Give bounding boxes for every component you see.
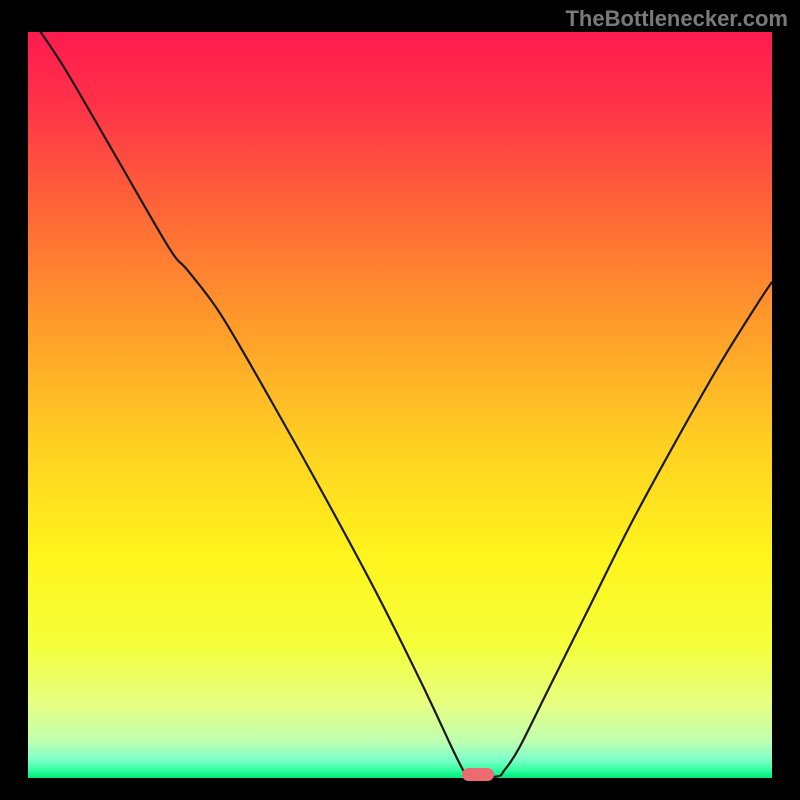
- plot-area: [28, 32, 772, 778]
- chart-container: TheBottlenecker.com: [0, 0, 800, 800]
- bottleneck-curve: [28, 32, 772, 778]
- optimum-marker: [462, 768, 494, 781]
- watermark-text: TheBottlenecker.com: [565, 6, 788, 32]
